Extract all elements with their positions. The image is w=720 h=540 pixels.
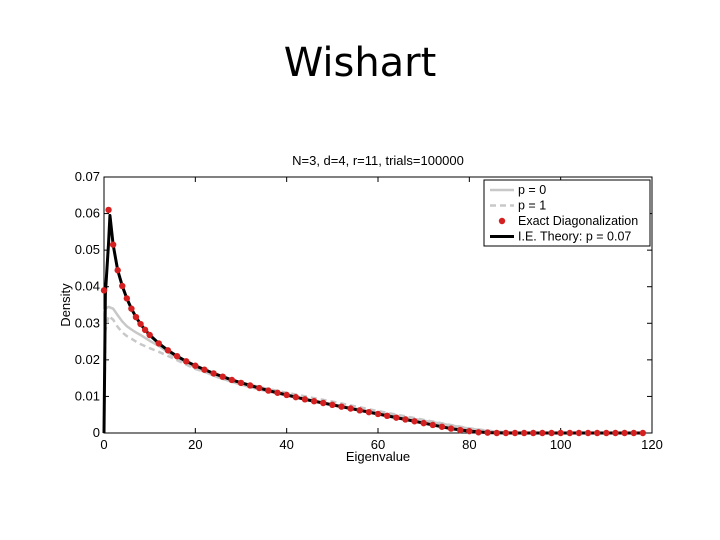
exact-diagonalization-point <box>530 429 537 437</box>
exact-diagonalization-point <box>137 320 144 328</box>
exact-diagonalization-point <box>265 387 272 394</box>
exact-diagonalization-point <box>548 429 555 437</box>
x-axis-label: Eigenvalue <box>346 449 410 464</box>
exact-diagonalization-point <box>411 418 418 425</box>
exact-diagonalization-point <box>603 429 610 437</box>
exact-diagonalization-point <box>183 358 190 365</box>
slide-title: Wishart <box>283 40 437 86</box>
exact-diagonalization-point <box>557 429 564 437</box>
y-tick-label: 0.01 <box>75 388 100 403</box>
chart-title: N=3, d=4, r=11, trials=100000 <box>292 153 464 168</box>
exact-diagonalization-point <box>210 370 217 377</box>
legend-label: p = 0 <box>518 183 546 197</box>
exact-diagonalization-point <box>502 429 510 437</box>
exact-diagonalization-point <box>539 429 546 437</box>
x-tick-label: 120 <box>641 437 663 452</box>
exact-diagonalization-point <box>475 429 482 436</box>
exact-diagonalization-point <box>132 313 140 321</box>
legend-marker <box>498 217 506 225</box>
exact-diagonalization-point <box>374 410 382 418</box>
exact-diagonalization-point <box>219 373 226 380</box>
exact-diagonalization-point <box>612 429 619 437</box>
exact-diagonalization-point <box>329 401 336 409</box>
exact-diagonalization-point <box>438 423 446 430</box>
exact-diagonalization-point <box>283 391 290 399</box>
exact-diagonalization-point <box>105 206 112 214</box>
x-tick-label: 20 <box>188 437 202 452</box>
x-tick-label: 60 <box>371 437 385 452</box>
legend-label: p = 1 <box>518 199 546 213</box>
x-tick-label: 100 <box>550 437 572 452</box>
exact-diagonalization-point <box>621 429 628 437</box>
y-tick-label: 0.04 <box>75 279 100 294</box>
y-tick-label: 0.05 <box>75 242 100 257</box>
exact-diagonalization-point <box>173 353 181 360</box>
exact-diagonalization-point <box>466 427 473 435</box>
exact-diagonalization-point <box>274 389 281 396</box>
exact-diagonalization-point <box>114 267 121 274</box>
exact-diagonalization-point <box>630 429 637 437</box>
exact-diagonalization-point <box>402 416 409 423</box>
exact-diagonalization-point <box>237 379 245 387</box>
exact-diagonalization-point <box>420 419 427 427</box>
legend-label: I.E. Theory: p = 0.07 <box>518 230 631 244</box>
exact-diagonalization-point <box>447 425 455 432</box>
exact-diagonalization-point <box>292 393 299 401</box>
exact-diagonalization-point <box>584 429 592 437</box>
exact-diagonalization-point <box>310 397 318 405</box>
exact-diagonalization-point <box>594 429 601 437</box>
exact-diagonalization-point <box>520 429 528 437</box>
y-tick-label: 0 <box>93 425 100 440</box>
exact-diagonalization-point <box>256 384 263 392</box>
exact-diagonalization-point <box>457 426 464 434</box>
exact-diagonalization-point <box>320 399 327 407</box>
exact-diagonalization-point <box>429 421 436 429</box>
legend-label: Exact Diagonalization <box>518 214 638 228</box>
exact-diagonalization-point <box>575 429 583 437</box>
series-line-i-e-theory-p-0-07 <box>102 213 643 435</box>
exact-diagonalization-point <box>192 362 199 369</box>
exact-diagonalization-point <box>141 326 149 334</box>
x-tick-label: 80 <box>462 437 476 452</box>
exact-diagonalization-point <box>365 408 373 416</box>
exact-diagonalization-point <box>493 429 500 437</box>
exact-diagonalization-point <box>393 414 400 421</box>
exact-diagonalization-point <box>347 405 354 412</box>
exact-diagonalization-point <box>119 282 126 290</box>
exact-diagonalization-point <box>566 429 573 437</box>
exact-diagonalization-point <box>146 331 153 339</box>
y-axis-label: Density <box>58 283 73 327</box>
x-tick-label: 40 <box>279 437 293 452</box>
y-tick-label: 0.03 <box>75 315 100 330</box>
exact-diagonalization-point <box>100 287 108 294</box>
exact-diagonalization-point <box>201 366 208 373</box>
exact-diagonalization-point <box>484 429 491 436</box>
y-tick-label: 0.07 <box>75 169 100 184</box>
exact-diagonalization-point <box>109 241 117 248</box>
exact-diagonalization-point <box>164 347 172 354</box>
exact-diagonalization-point <box>128 305 135 312</box>
exact-diagonalization-point <box>155 340 162 347</box>
exact-diagonalization-point <box>338 403 345 410</box>
exact-diagonalization-point <box>639 429 647 437</box>
exact-diagonalization-point <box>301 396 309 403</box>
exact-diagonalization-point <box>511 429 519 437</box>
exact-diagonalization-point <box>246 382 254 389</box>
exact-diagonalization-point <box>123 295 131 302</box>
exact-diagonalization-point <box>228 376 236 384</box>
exact-diagonalization-point <box>383 412 391 420</box>
x-tick-label: 0 <box>100 437 107 452</box>
y-tick-label: 0.02 <box>75 352 100 367</box>
exact-diagonalization-point <box>356 407 363 414</box>
y-tick-label: 0.06 <box>75 206 100 221</box>
series-line-p-1 <box>102 313 643 435</box>
